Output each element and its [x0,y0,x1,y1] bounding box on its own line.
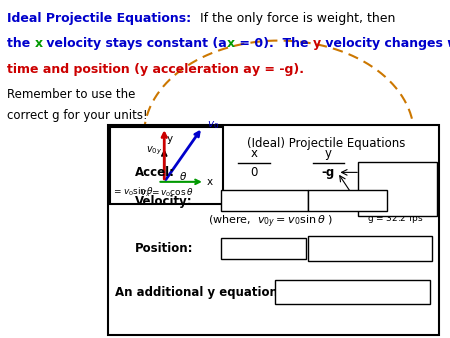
Text: velocity stays constant (a: velocity stays constant (a [42,37,227,50]
Text: $v_0$: $v_0$ [207,120,219,131]
Bar [308,236,432,261]
Text: Remember to use the: Remember to use the [7,88,135,101]
Text: $v_y = v_{0y} - gt$: $v_y = v_{0y} - gt$ [313,193,382,209]
Text: 0: 0 [251,166,258,179]
Text: x: x [207,177,213,187]
Text: An additional y equation:: An additional y equation: [115,286,283,299]
Text: $=v_0\sin\theta$: $=v_0\sin\theta$ [112,185,155,198]
Text: If the only force is weight, then: If the only force is weight, then [200,12,395,25]
Bar [220,190,308,211]
Text: $v_{0y}$: $v_{0y}$ [146,145,162,158]
Text: Accel:: Accel: [135,166,175,179]
Text: y: y [252,63,260,75]
Bar [274,280,430,304]
Text: $x = x_0 + v_x t$: $x = x_0 + v_x t$ [231,242,295,255]
Text: x: x [34,37,42,50]
Bar [358,162,436,216]
Text: g = 32.2 fps$^2$: g = 32.2 fps$^2$ [367,211,428,226]
Text: = 0).  The: = 0). The [235,37,313,50]
Text: g = 9.81 m/s$^2$: g = 9.81 m/s$^2$ [365,181,429,195]
Text: x: x [227,37,235,50]
Text: $y = y_0 + v_{0y}t - \frac{1}{2}gt^2$: $y = y_0 + v_{0y}t - \frac{1}{2}gt^2$ [318,238,423,259]
Bar [110,127,223,204]
Text: Velocity:: Velocity: [135,195,193,208]
Text: (Ideal) Projectile Equations: (Ideal) Projectile Equations [247,137,405,150]
Text: $\theta$: $\theta$ [179,170,187,182]
Text: $v_x = v_0\cos\theta$: $v_x = v_0\cos\theta$ [231,194,297,208]
Text: -g: -g [322,166,335,179]
Text: y: y [325,147,332,160]
Text: y: y [166,134,173,144]
Bar [308,190,387,211]
Bar [220,238,306,259]
Text: Position:: Position: [135,242,194,255]
Text: US Units:: US Units: [374,196,421,205]
Text: = -g).: = -g). [260,63,304,75]
Text: y: y [313,37,321,50]
Text: velocity changes with: velocity changes with [321,37,450,50]
Text: x: x [251,147,258,160]
Text: $v_y^2 = v_{0y}^2 - 2g(y - y_0)$: $v_y^2 = v_{0y}^2 - 2g(y - y_0)$ [296,281,408,304]
Bar [108,125,439,335]
Text: $v_x = v_0\cos\theta$: $v_x = v_0\cos\theta$ [140,187,194,199]
Text: (where,  $v_{0y} = v_0\sin\theta$ ): (where, $v_{0y} = v_0\sin\theta$ ) [207,213,333,230]
Text: SI Units:: SI Units: [375,166,419,175]
Text: the: the [7,37,34,50]
Text: time and position (y acceleration a: time and position (y acceleration a [7,63,252,75]
Text: correct g for your units!: correct g for your units! [7,110,148,122]
Text: Ideal Projectile Equations:: Ideal Projectile Equations: [7,12,200,25]
